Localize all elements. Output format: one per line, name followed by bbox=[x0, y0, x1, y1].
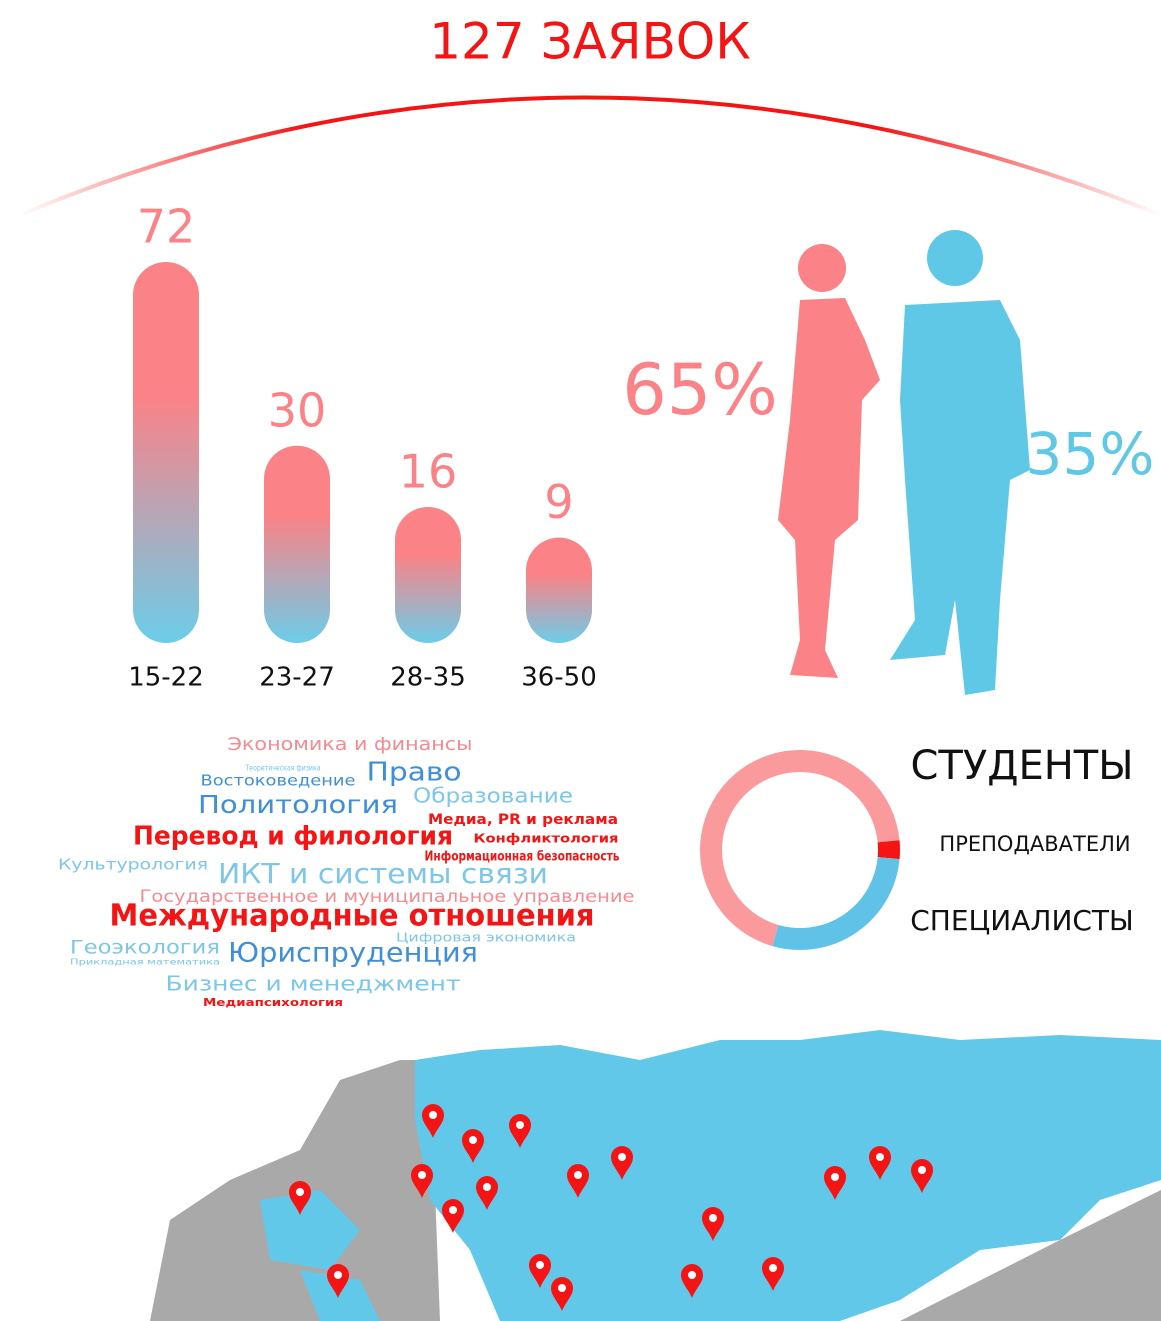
pin-dot bbox=[483, 1183, 491, 1191]
word: Бизнес и менеджмент bbox=[166, 972, 461, 996]
pin-dot bbox=[558, 1284, 566, 1292]
body bbox=[778, 298, 880, 678]
value-label: 30 bbox=[268, 383, 327, 437]
pin bbox=[462, 1129, 484, 1163]
word: Политология bbox=[198, 790, 398, 819]
pin-dot bbox=[296, 1188, 304, 1196]
x-tick-label: 23-27 bbox=[259, 663, 335, 693]
pin bbox=[289, 1181, 311, 1215]
pin-dot bbox=[918, 1166, 926, 1174]
pin-dot bbox=[429, 1111, 437, 1119]
word: Теоретическая физика bbox=[245, 764, 321, 773]
arc bbox=[19, 95, 1161, 217]
bar bbox=[526, 537, 592, 643]
bar bbox=[264, 445, 330, 643]
word: Государственное и муниципальное управлен… bbox=[140, 887, 635, 907]
word: Прикладная математика bbox=[70, 958, 220, 967]
pin bbox=[327, 1264, 349, 1298]
word: Международные отношения bbox=[110, 899, 595, 934]
male-percent: 35% bbox=[1026, 420, 1155, 488]
pin-dot bbox=[618, 1153, 626, 1161]
pin bbox=[411, 1164, 433, 1198]
value-label: 16 bbox=[399, 445, 458, 499]
word: Информационная безопасность bbox=[425, 850, 620, 865]
word: Цифровая экономика bbox=[396, 931, 576, 945]
word: Геоэкология bbox=[70, 937, 220, 959]
pin-dot bbox=[831, 1173, 839, 1181]
pin-dot bbox=[709, 1214, 717, 1222]
pin-dot bbox=[688, 1271, 696, 1279]
legend-label: ПРЕПОДАВАТЕЛИ bbox=[939, 832, 1130, 856]
pin bbox=[551, 1277, 573, 1311]
pin bbox=[869, 1146, 891, 1180]
word: Образование bbox=[413, 784, 573, 808]
pin-dot bbox=[769, 1264, 777, 1272]
pin bbox=[422, 1104, 444, 1138]
value-label: 9 bbox=[544, 475, 573, 529]
pin bbox=[824, 1166, 846, 1200]
title: 127 ЗАЯВОК bbox=[429, 13, 750, 71]
pin-dot bbox=[449, 1206, 457, 1214]
bar bbox=[395, 507, 461, 643]
pin bbox=[529, 1254, 551, 1288]
pin-dot bbox=[334, 1271, 342, 1279]
donut-segment bbox=[772, 856, 900, 950]
donut-segment bbox=[700, 750, 900, 947]
female-figure bbox=[778, 244, 880, 678]
male-figure bbox=[890, 230, 1030, 695]
word: ИКТ и системы связи bbox=[218, 857, 548, 890]
x-tick-label: 15-22 bbox=[128, 663, 204, 693]
word: Медиа, PR и реклама bbox=[428, 812, 618, 828]
pin-dot bbox=[536, 1261, 544, 1269]
word: Перевод и филология bbox=[133, 822, 453, 852]
pin-dot bbox=[469, 1136, 477, 1144]
word: Востоковедение bbox=[201, 772, 356, 790]
pin-dot bbox=[876, 1153, 884, 1161]
map bbox=[150, 1030, 1161, 1321]
word: Экономика и финансы bbox=[228, 734, 473, 755]
female-percent: 65% bbox=[622, 349, 778, 431]
pin bbox=[509, 1114, 531, 1148]
pin bbox=[762, 1257, 784, 1291]
legend-label: СТУДЕНТЫ bbox=[910, 743, 1133, 789]
pin bbox=[911, 1159, 933, 1193]
value-label: 72 bbox=[137, 200, 196, 254]
head bbox=[927, 230, 983, 286]
word: Медиапсихология bbox=[203, 996, 343, 1009]
word: Юриспруденция bbox=[228, 938, 478, 969]
x-tick-label: 28-35 bbox=[390, 663, 466, 693]
pin-dot bbox=[418, 1171, 426, 1179]
pin bbox=[567, 1164, 589, 1198]
legend-label: СПЕЦИАЛИСТЫ bbox=[910, 904, 1134, 937]
head bbox=[798, 244, 846, 292]
body bbox=[890, 300, 1030, 695]
bar bbox=[133, 262, 199, 643]
pin bbox=[476, 1176, 498, 1210]
pin bbox=[681, 1264, 703, 1298]
word: Культурология bbox=[58, 856, 208, 874]
pin bbox=[611, 1146, 633, 1180]
pin bbox=[702, 1207, 724, 1241]
pin-dot bbox=[516, 1121, 524, 1129]
map-pins bbox=[289, 1104, 933, 1311]
pin-dot bbox=[574, 1171, 582, 1179]
pin bbox=[442, 1199, 464, 1233]
x-tick-label: 36-50 bbox=[521, 663, 597, 693]
word: Право bbox=[367, 758, 462, 788]
word: Конфликтология bbox=[474, 832, 619, 846]
